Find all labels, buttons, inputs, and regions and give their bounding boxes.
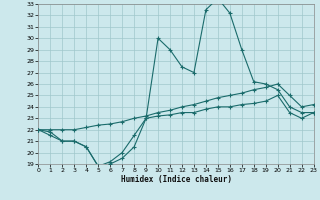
X-axis label: Humidex (Indice chaleur): Humidex (Indice chaleur) [121,175,231,184]
